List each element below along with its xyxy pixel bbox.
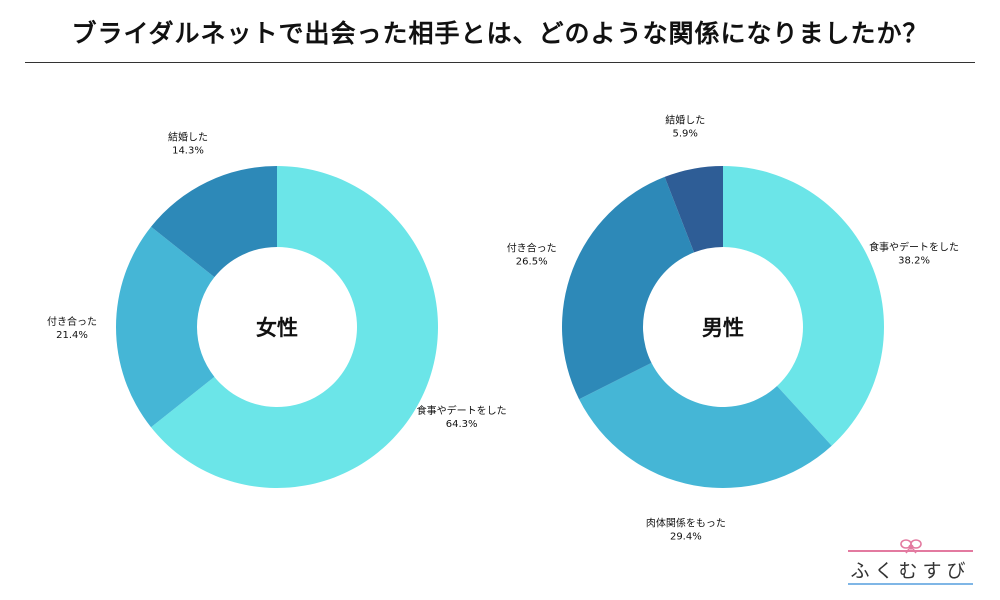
center-label-1: 男性 xyxy=(702,316,744,340)
logo-top-line xyxy=(848,550,973,552)
donut-slice-0-0 xyxy=(151,166,439,488)
donut-slice-1-2 xyxy=(562,176,695,400)
donut-slice-0-1 xyxy=(116,226,215,428)
slice-label-0-1: 付き合った 21.4% xyxy=(47,315,97,341)
logo-text: ふくむすび xyxy=(850,560,971,582)
slice-label-1-2: 付き合った 26.5% xyxy=(507,241,557,267)
slice-label-1-3: 結婚した 5.9% xyxy=(665,114,705,140)
slice-label-1-0: 食事やデートをした 38.2% xyxy=(869,241,959,267)
slice-label-1-1: 肉体関係をもった 29.4% xyxy=(646,517,726,543)
chart-title: ブライダルネットで出会った相手とは、どのような関係になりましたか？ xyxy=(71,19,929,48)
brand-logo: ふくむすび xyxy=(848,538,973,588)
center-label-0: 女性 xyxy=(256,316,298,340)
donut-chart-male: 食事やデートをした 38.2% 肉体関係をもった 29.4% 付き合った 26.5% 結婚し… xyxy=(507,114,959,543)
donut-slice-1-1 xyxy=(579,362,832,488)
donut-slice-1-3 xyxy=(664,166,723,253)
donut-chart-female: 食事やデートをした 64.3% 付き合った 21.4% 結婚した 14.3% 女性 xyxy=(47,130,507,488)
title-divider xyxy=(25,62,975,63)
slice-label-0-0: 食事やデートをした 64.3% xyxy=(417,404,507,430)
logo-bottom-line xyxy=(848,583,973,585)
slice-label-0-2: 結婚した 14.3% xyxy=(168,130,208,156)
donut-slice-1-0 xyxy=(723,166,885,446)
donut-slice-0-2 xyxy=(151,166,277,278)
